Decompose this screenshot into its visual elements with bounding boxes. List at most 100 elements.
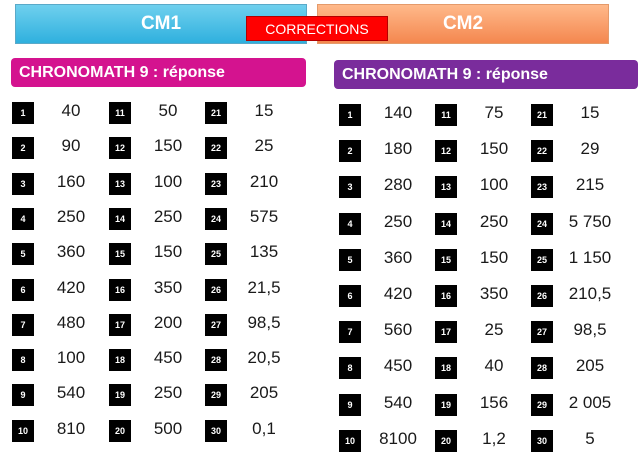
question-number-badge: 16 [435,285,457,307]
answer-row: 5 360 [12,242,107,265]
answer-value: 2 005 [568,393,612,412]
answer-value: 480 [56,313,86,332]
question-number-badge: 13 [109,173,131,195]
answer-row: 23 215 [531,175,626,198]
question-number-badge: 19 [435,394,457,416]
question-number-badge: 27 [205,314,227,336]
answer-row: 24 5 750 [531,212,626,235]
question-number-badge: 29 [531,394,553,416]
question-number-badge: 10 [12,420,34,442]
answer-value: 810 [56,419,86,438]
answer-row: 30 5 [531,429,626,452]
answer-row: 13 100 [109,172,204,195]
answer-row: 25 135 [205,242,300,265]
question-number-badge: 8 [12,349,34,371]
answer-value: 140 [383,103,413,122]
answer-value: 450 [153,348,183,367]
question-number-badge: 27 [531,321,553,343]
question-number-badge: 18 [109,349,131,371]
question-number-badge: 23 [531,176,553,198]
question-number-badge: 14 [109,208,131,230]
question-number-badge: 30 [205,420,227,442]
answer-row: 19 156 [435,393,530,416]
answer-value: 15 [254,101,274,120]
answer-row: 14 250 [435,212,530,235]
answer-value: 350 [153,278,183,297]
answer-value: 40 [61,101,81,120]
answer-value: 0,1 [252,419,276,438]
answer-value: 150 [479,248,509,267]
answer-value: 25 [254,136,274,155]
question-number-badge: 3 [339,176,361,198]
answer-row: 27 98,5 [205,313,300,336]
question-number-badge: 17 [435,321,457,343]
answer-row: 16 350 [435,284,530,307]
answer-row: 11 50 [109,101,204,124]
question-number-badge: 6 [339,285,361,307]
question-number-badge: 18 [435,357,457,379]
answer-row: 15 150 [435,248,530,271]
answer-row: 22 25 [205,136,300,159]
answer-row: 28 205 [531,356,626,379]
answer-value: 540 [383,393,413,412]
answer-row: 1 40 [12,101,107,124]
answer-row: 10 8100 [339,429,434,452]
answer-value: 500 [153,419,183,438]
question-number-badge: 9 [339,394,361,416]
question-number-badge: 25 [205,243,227,265]
question-number-badge: 30 [531,430,553,452]
question-number-badge: 15 [435,249,457,271]
answer-value: 205 [575,356,605,375]
question-number-badge: 2 [12,137,34,159]
answer-row: 29 2 005 [531,393,626,416]
question-number-badge: 19 [109,384,131,406]
cm2-answers-title: CHRONOMATH 9 : réponse [334,60,638,89]
answer-value: 250 [383,212,413,231]
answer-value: 180 [383,139,413,158]
answer-value: 1 150 [568,248,612,267]
question-number-badge: 16 [109,279,131,301]
answer-value: 540 [56,383,86,402]
answer-row: 8 450 [339,356,434,379]
answer-row: 3 160 [12,172,107,195]
answer-value: 150 [479,139,509,158]
answer-value: 15 [580,103,600,122]
question-number-badge: 7 [339,321,361,343]
question-number-badge: 29 [205,384,227,406]
answer-value: 21,5 [247,278,281,297]
cm1-answers-title: CHRONOMATH 9 : réponse [11,58,306,87]
answer-value: 5 [585,429,595,448]
question-number-badge: 21 [531,104,553,126]
answer-value: 150 [153,136,183,155]
answer-row: 7 480 [12,313,107,336]
question-number-badge: 2 [339,140,361,162]
question-number-badge: 4 [339,213,361,235]
answer-value: 98,5 [247,313,281,332]
question-number-badge: 23 [205,173,227,195]
question-number-badge: 21 [205,102,227,124]
question-number-badge: 15 [109,243,131,265]
question-number-badge: 6 [12,279,34,301]
question-number-badge: 12 [109,137,131,159]
answer-value: 20,5 [247,348,281,367]
answer-value: 250 [153,383,183,402]
answer-row: 23 210 [205,172,300,195]
question-number-badge: 13 [435,176,457,198]
corrections-button[interactable]: CORRECTIONS [246,16,388,41]
question-number-badge: 20 [109,420,131,442]
answer-value: 360 [383,248,413,267]
answer-value: 205 [249,383,279,402]
answer-row: 1 140 [339,103,434,126]
question-number-badge: 1 [339,104,361,126]
answer-row: 30 0,1 [205,419,300,442]
answer-value: 575 [249,207,279,226]
answer-value: 280 [383,175,413,194]
answer-row: 25 1 150 [531,248,626,271]
answer-value: 350 [479,284,509,303]
answer-row: 24 575 [205,207,300,230]
question-number-badge: 22 [205,137,227,159]
answer-value: 200 [153,313,183,332]
answer-value: 100 [479,175,509,194]
answer-row: 4 250 [12,207,107,230]
answer-row: 8 100 [12,348,107,371]
